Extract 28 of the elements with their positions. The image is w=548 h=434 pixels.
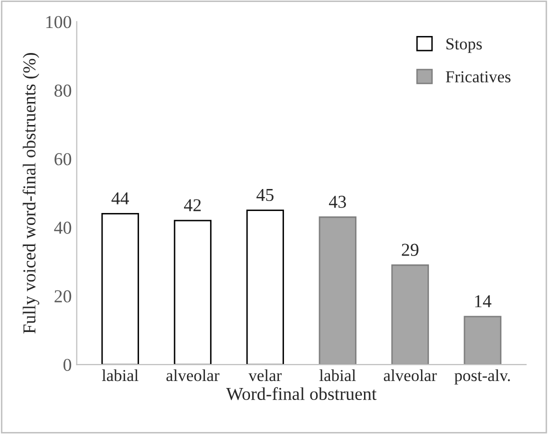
bar bbox=[246, 210, 284, 365]
bar bbox=[174, 220, 212, 365]
y-tick-label: 100 bbox=[46, 16, 72, 28]
y-tick-label: 40 bbox=[54, 222, 72, 234]
data-label: 45 bbox=[256, 188, 274, 202]
bar bbox=[391, 264, 429, 365]
x-tick-label: alveolar bbox=[166, 369, 220, 382]
x-tick-label: post-alv. bbox=[454, 369, 510, 385]
bar bbox=[464, 316, 502, 365]
y-tick-label: 20 bbox=[54, 290, 72, 302]
data-label: 42 bbox=[184, 199, 201, 212]
bar bbox=[101, 213, 140, 365]
data-label: 43 bbox=[328, 196, 346, 208]
x-axis-title: Word-final obstruent bbox=[226, 387, 377, 400]
y-tick-label: 60 bbox=[54, 153, 72, 166]
y-tick-label: 80 bbox=[54, 84, 72, 97]
x-tick-label: labial bbox=[102, 369, 138, 382]
x-tick-label: labial bbox=[319, 369, 356, 382]
x-tick-label: alveolar bbox=[384, 369, 437, 382]
bar bbox=[318, 216, 356, 365]
legend-label: Stops bbox=[446, 38, 482, 53]
x-tick-label: velar bbox=[248, 369, 282, 382]
data-label: 14 bbox=[475, 295, 492, 308]
legend-label: Fricatives bbox=[446, 71, 510, 82]
y-tick-label: 0 bbox=[64, 358, 72, 371]
data-label: 44 bbox=[112, 192, 129, 204]
y-axis-title: Fully voiced word-final obstruents (%) bbox=[22, 53, 40, 334]
data-label: 29 bbox=[402, 244, 418, 256]
